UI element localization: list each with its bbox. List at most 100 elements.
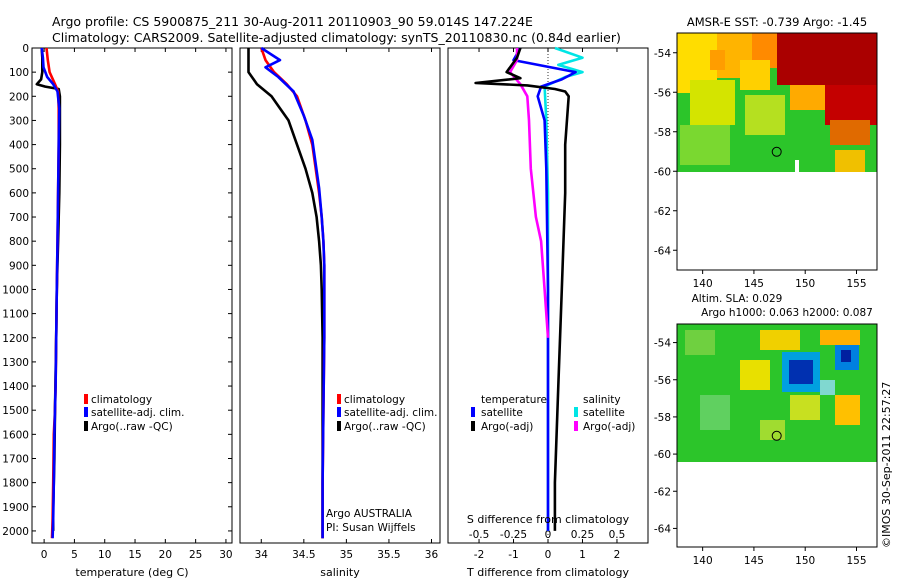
legend-label-satellite: satellite-adj. clim. bbox=[91, 407, 184, 419]
x-tick-label: 155 bbox=[846, 555, 866, 567]
x-tick-label: 1 bbox=[579, 549, 586, 561]
argo-float-marker bbox=[771, 146, 782, 157]
legend-label-argo: Argo(..raw -QC) bbox=[344, 421, 426, 433]
x-tick-label: 34.5 bbox=[292, 549, 315, 561]
x-tick-label: 34 bbox=[255, 549, 269, 561]
y-tick-label: 1700 bbox=[2, 453, 29, 465]
sst-map-title: AMSR-E SST: -0.739 Argo: -1.45 bbox=[687, 15, 867, 29]
series-line-satellite-adj-clim- bbox=[40, 47, 61, 539]
x-tick-label: 0 bbox=[41, 549, 48, 561]
y-tick-label: -56 bbox=[654, 375, 671, 387]
x-tick-label: 10 bbox=[98, 549, 111, 561]
y-tick-label: -60 bbox=[654, 449, 671, 461]
y-tick-label: 1500 bbox=[2, 405, 29, 417]
y-tick-label: 1800 bbox=[2, 478, 29, 490]
x-tick-label: 140 bbox=[693, 555, 713, 567]
y-tick-label: 1400 bbox=[2, 381, 29, 393]
y-tick-label: 1600 bbox=[2, 429, 29, 441]
top-x-tick-label: -0.5 bbox=[469, 529, 490, 541]
argo-float-marker bbox=[771, 430, 782, 441]
legend-label-climatology: climatology bbox=[91, 394, 152, 406]
legend-label-s-satellite: satellite bbox=[583, 407, 625, 419]
legend-label-t-satellite: satellite bbox=[481, 407, 523, 419]
y-tick-label: -64 bbox=[654, 245, 671, 257]
difference-panel: -2 -1 0 1 2 -0.5 -0.25 0 0.25 0.5 S difference f… bbox=[447, 46, 649, 579]
legend-heading-salinity: salinity bbox=[583, 394, 621, 406]
legend-swatch-climatology bbox=[337, 394, 341, 404]
legend-label-argo: Argo(..raw -QC) bbox=[91, 421, 173, 433]
series-line-satellite-adj-clim- bbox=[260, 46, 326, 539]
y-tick-label: -54 bbox=[654, 338, 671, 350]
temperature-plot-frame bbox=[31, 47, 233, 544]
y-tick-label: 1900 bbox=[2, 502, 29, 514]
sla-map-title-line2: Argo h1000: 0.063 h2000: 0.087 bbox=[701, 307, 873, 319]
series-line-argo-raw-qc- bbox=[247, 48, 324, 539]
x-tick-label: 30 bbox=[219, 549, 232, 561]
legend-swatch-t-argo bbox=[471, 421, 475, 431]
legend-swatch-t-satellite bbox=[471, 407, 475, 417]
legend-swatch-satellite bbox=[84, 407, 88, 417]
salinity-xlabel: salinity bbox=[320, 566, 360, 579]
y-tick-label: -62 bbox=[654, 486, 671, 498]
x-tick-label: 155 bbox=[846, 278, 866, 290]
x-tick-label: 150 bbox=[795, 555, 815, 567]
legend-swatch-s-satellite bbox=[574, 407, 578, 417]
top-x-tick-label: -0.25 bbox=[500, 529, 527, 541]
sst-map-frame bbox=[676, 32, 878, 271]
series-line-salinity-argo-adj- bbox=[508, 48, 550, 338]
y-tick-label: -62 bbox=[654, 206, 671, 218]
x-tick-label: 25 bbox=[189, 549, 202, 561]
y-tick-label: 900 bbox=[9, 260, 29, 272]
x-tick-label: 140 bbox=[693, 278, 713, 290]
y-tick-label: 400 bbox=[9, 140, 29, 152]
salinity-legend: climatology satellite-adj. clim. Argo(..… bbox=[337, 394, 437, 433]
salinity-annotation-line2: PI: Susan Wijffels bbox=[326, 522, 416, 534]
legend-swatch-climatology bbox=[84, 394, 88, 404]
x-tick-label: 5 bbox=[71, 549, 78, 561]
y-tick-label: -64 bbox=[654, 523, 671, 535]
y-tick-label: 1000 bbox=[2, 284, 29, 296]
sla-map-frame bbox=[676, 323, 878, 548]
temperature-xlabel: temperature (deg C) bbox=[75, 566, 188, 579]
x-tick-label: 145 bbox=[744, 555, 764, 567]
x-tick-label: 35.5 bbox=[377, 549, 400, 561]
y-tick-label: 500 bbox=[9, 164, 29, 176]
y-tick-label: 300 bbox=[9, 115, 29, 127]
y-tick-label: 600 bbox=[9, 188, 29, 200]
x-tick-label: 2 bbox=[614, 549, 621, 561]
y-tick-label: -58 bbox=[654, 127, 671, 139]
sla-map-title-line1: Altim. SLA: 0.029 bbox=[692, 293, 783, 305]
sla-heatmap-image bbox=[677, 324, 877, 547]
difference-xlabel: T difference from climatology bbox=[466, 566, 629, 579]
x-tick-label: 35 bbox=[340, 549, 353, 561]
legend-heading-temperature: temperature bbox=[481, 394, 547, 406]
figure-title-line2: Climatology: CARS2009. Satellite-adjuste… bbox=[52, 30, 621, 45]
legend-label-s-argo: Argo(-adj) bbox=[583, 421, 635, 433]
y-tick-label: 2000 bbox=[2, 526, 29, 538]
y-tick-label: -60 bbox=[654, 166, 671, 178]
imos-watermark: ©IMOS 30-Sep-2011 22:57:27 bbox=[880, 382, 893, 548]
figure-title-line1: Argo profile: CS 5900875_211 30-Aug-2011… bbox=[52, 14, 533, 29]
y-tick-label: -58 bbox=[654, 412, 671, 424]
legend-swatch-argo bbox=[84, 421, 88, 431]
x-tick-label: 145 bbox=[744, 278, 764, 290]
top-x-tick-label: 0.25 bbox=[571, 529, 594, 541]
salinity-panel: 34 34.5 35 35.5 36 salinity climatology sate… bbox=[239, 46, 441, 579]
difference-top-axis-label: S difference from climatology bbox=[467, 513, 630, 526]
x-tick-label: 0 bbox=[545, 549, 552, 561]
legend-label-t-argo: Argo(-adj) bbox=[481, 421, 533, 433]
legend-label-climatology: climatology bbox=[344, 394, 405, 406]
series-line-salinity-satellite bbox=[543, 46, 584, 531]
x-tick-label: 36 bbox=[425, 549, 439, 561]
sst-map-panel: AMSR-E SST: -0.739 Argo: -1.45 -54 -56 -58… bbox=[654, 15, 878, 290]
legend-swatch-satellite bbox=[337, 407, 341, 417]
y-tick-label: -54 bbox=[654, 48, 671, 60]
y-tick-label: 1200 bbox=[2, 333, 29, 345]
y-tick-label: 1300 bbox=[2, 357, 29, 369]
x-tick-label: 15 bbox=[128, 549, 141, 561]
top-x-tick-label: 0.5 bbox=[609, 529, 626, 541]
y-tick-label: 0 bbox=[22, 43, 29, 55]
y-tick-label: 1100 bbox=[2, 309, 29, 321]
series-line-temperature-argo-adj- bbox=[474, 47, 571, 531]
